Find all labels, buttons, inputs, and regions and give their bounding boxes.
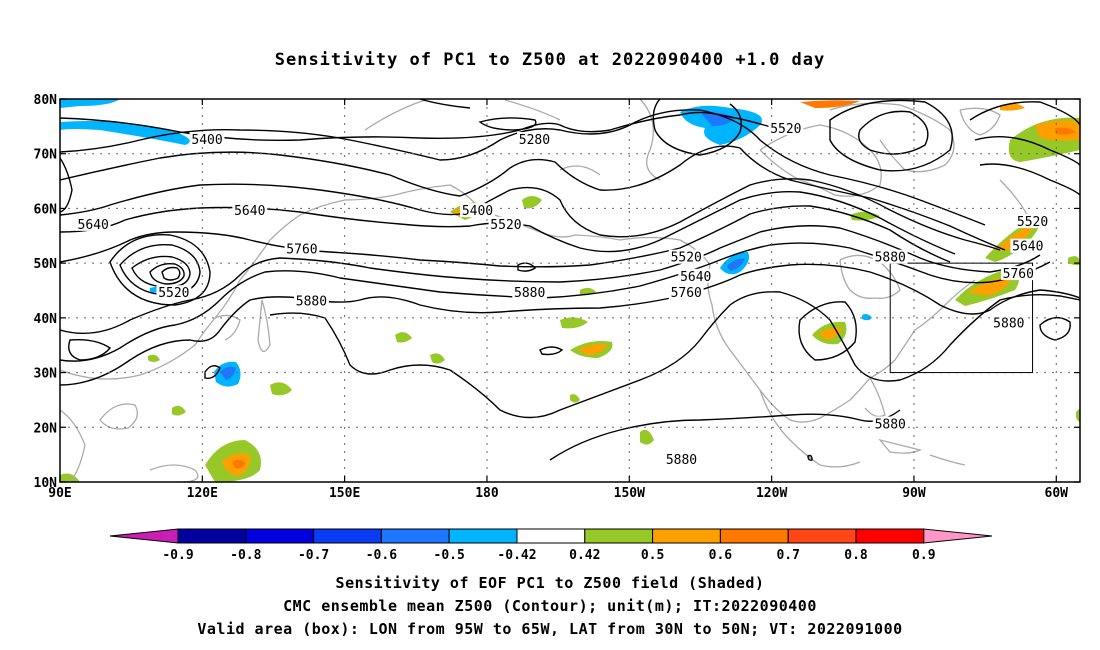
colorbar-swatch — [652, 528, 721, 544]
contour-label-bg — [75, 216, 111, 231]
colorbar-swatch — [719, 528, 789, 544]
contour-label-bg — [189, 132, 225, 147]
contour-label-bg — [294, 293, 329, 308]
contour-label: 5520 — [671, 251, 702, 266]
colorbar-label: -0.6 — [366, 548, 397, 563]
colorbar-swatch — [787, 528, 857, 544]
map-frame — [59, 98, 1081, 483]
colorbar-swatch — [516, 528, 586, 544]
contour-label: 5880 — [514, 286, 545, 301]
colorbar-swatch — [245, 528, 315, 544]
contour-label: 5760 — [286, 242, 317, 257]
lat-tick-label: 80N — [34, 93, 58, 108]
lon-tick-label: 90E — [48, 486, 71, 501]
page-title: Sensitivity of PC1 to Z500 at 2022090400… — [274, 50, 826, 70]
contour-label-bg — [512, 285, 548, 300]
colorbar-label: 0.7 — [776, 548, 799, 563]
colorbar-swatch — [313, 528, 382, 544]
contour-label-bg — [991, 315, 1027, 330]
contour-label: 5520 — [490, 218, 521, 233]
contour-label: 5640 — [1012, 240, 1043, 255]
contour-label: 5880 — [666, 453, 697, 468]
contour-label: 5520 — [770, 122, 801, 137]
colorbar-label: -0.8 — [230, 548, 261, 563]
contour-label: 5640 — [78, 218, 109, 233]
contour-label-bg — [872, 249, 908, 264]
lat-lon-grid — [60, 99, 1080, 482]
lat-tick-label: 30N — [34, 367, 58, 382]
lat-tick-label: 60N — [34, 202, 58, 217]
contour-label: 5520 — [158, 286, 189, 301]
contour-label: 5760 — [1003, 267, 1034, 282]
colorbar-over-triangle — [923, 528, 993, 544]
caption-shading: Sensitivity of EOF PC1 to Z500 field (Sh… — [335, 574, 765, 592]
colorbar-label: -0.42 — [497, 548, 536, 563]
colorbar-swatch — [177, 528, 247, 544]
contour-label: 5640 — [680, 270, 711, 285]
contour-label-bg — [668, 285, 704, 300]
colorbar-under-triangle — [109, 528, 179, 544]
contour-label-bg — [1000, 266, 1036, 281]
contour-label-bg — [232, 203, 268, 218]
colorbar-label: 0.9 — [912, 548, 935, 563]
lat-tick-label: 20N — [34, 421, 58, 436]
contour-label-bg — [284, 241, 320, 256]
contour-label: 5880 — [296, 294, 327, 309]
axis-ticks: 90E 120E 150E 180 150W 120W 90W 60W 10N 20N 30N 40N… — [34, 93, 1080, 501]
lon-tick-label: 150E — [329, 486, 360, 501]
lon-tick-label: 90W — [902, 486, 926, 501]
contour-label: 5520 — [1017, 215, 1048, 230]
contour-label-bg — [517, 132, 552, 147]
lon-tick-label: 180 — [475, 486, 499, 501]
contour-label: 5880 — [993, 316, 1024, 331]
contour-label-bg — [156, 285, 192, 300]
z500-contours — [60, 99, 1080, 461]
contour-label: 5280 — [519, 133, 550, 148]
colorbar-label: 0.42 — [569, 548, 600, 563]
colorbar-swatch — [380, 528, 450, 544]
lon-tick-label: 60W — [1045, 486, 1069, 501]
colorbar-label: 0.6 — [709, 548, 733, 563]
contour-label: 5640 — [234, 204, 265, 219]
contour-label-bg — [678, 268, 714, 283]
lat-tick-label: 40N — [34, 312, 58, 327]
caption-valid-area: Valid area (box): LON from 95W to 65W, L… — [197, 620, 903, 638]
lon-tick-label: 150W — [614, 486, 645, 501]
contour-label-bg — [872, 416, 908, 431]
colorbar-label: -0.9 — [162, 548, 193, 563]
contour-label: 5880 — [875, 418, 906, 433]
contour-label: 5400 — [191, 133, 222, 148]
coastlines — [60, 99, 1031, 482]
lat-tick-label: 70N — [34, 148, 58, 163]
contour-label: 5880 — [875, 251, 906, 266]
contour-label-bg — [1010, 238, 1046, 253]
sensitivity-shading — [60, 99, 1080, 482]
colorbar-label: 0.5 — [641, 548, 664, 563]
contour-label-bg — [668, 249, 704, 264]
caption-contour: CMC ensemble mean Z500 (Contour); unit(m… — [283, 597, 817, 615]
colorbar-label: -0.7 — [298, 548, 329, 563]
contour-label-bg — [488, 216, 524, 231]
colorbar-label: 0.8 — [844, 548, 868, 563]
lon-tick-label: 120W — [756, 486, 787, 501]
contour-label-bg — [1015, 214, 1050, 229]
contour-label: 5760 — [671, 286, 702, 301]
colorbar-label: -0.5 — [434, 548, 465, 563]
contour-label-bg — [460, 203, 495, 218]
lat-tick-label: 50N — [34, 257, 58, 272]
contour-label-bg — [768, 121, 804, 136]
colorbar-swatch — [448, 528, 518, 544]
lat-tick-label: 10N — [34, 476, 58, 491]
colorbar-swatch — [584, 528, 654, 544]
colorbar-swatch — [855, 528, 925, 544]
contour-label-bg — [664, 452, 699, 467]
contour-label: 5400 — [462, 204, 493, 219]
colorbar: -0.9 -0.8 -0.7 -0.6 -0.5 -0.42 0.42 0.5 0.6 0.7 0.… — [109, 528, 993, 563]
valid-area-box — [889, 262, 1034, 374]
lon-tick-label: 120E — [187, 486, 218, 501]
